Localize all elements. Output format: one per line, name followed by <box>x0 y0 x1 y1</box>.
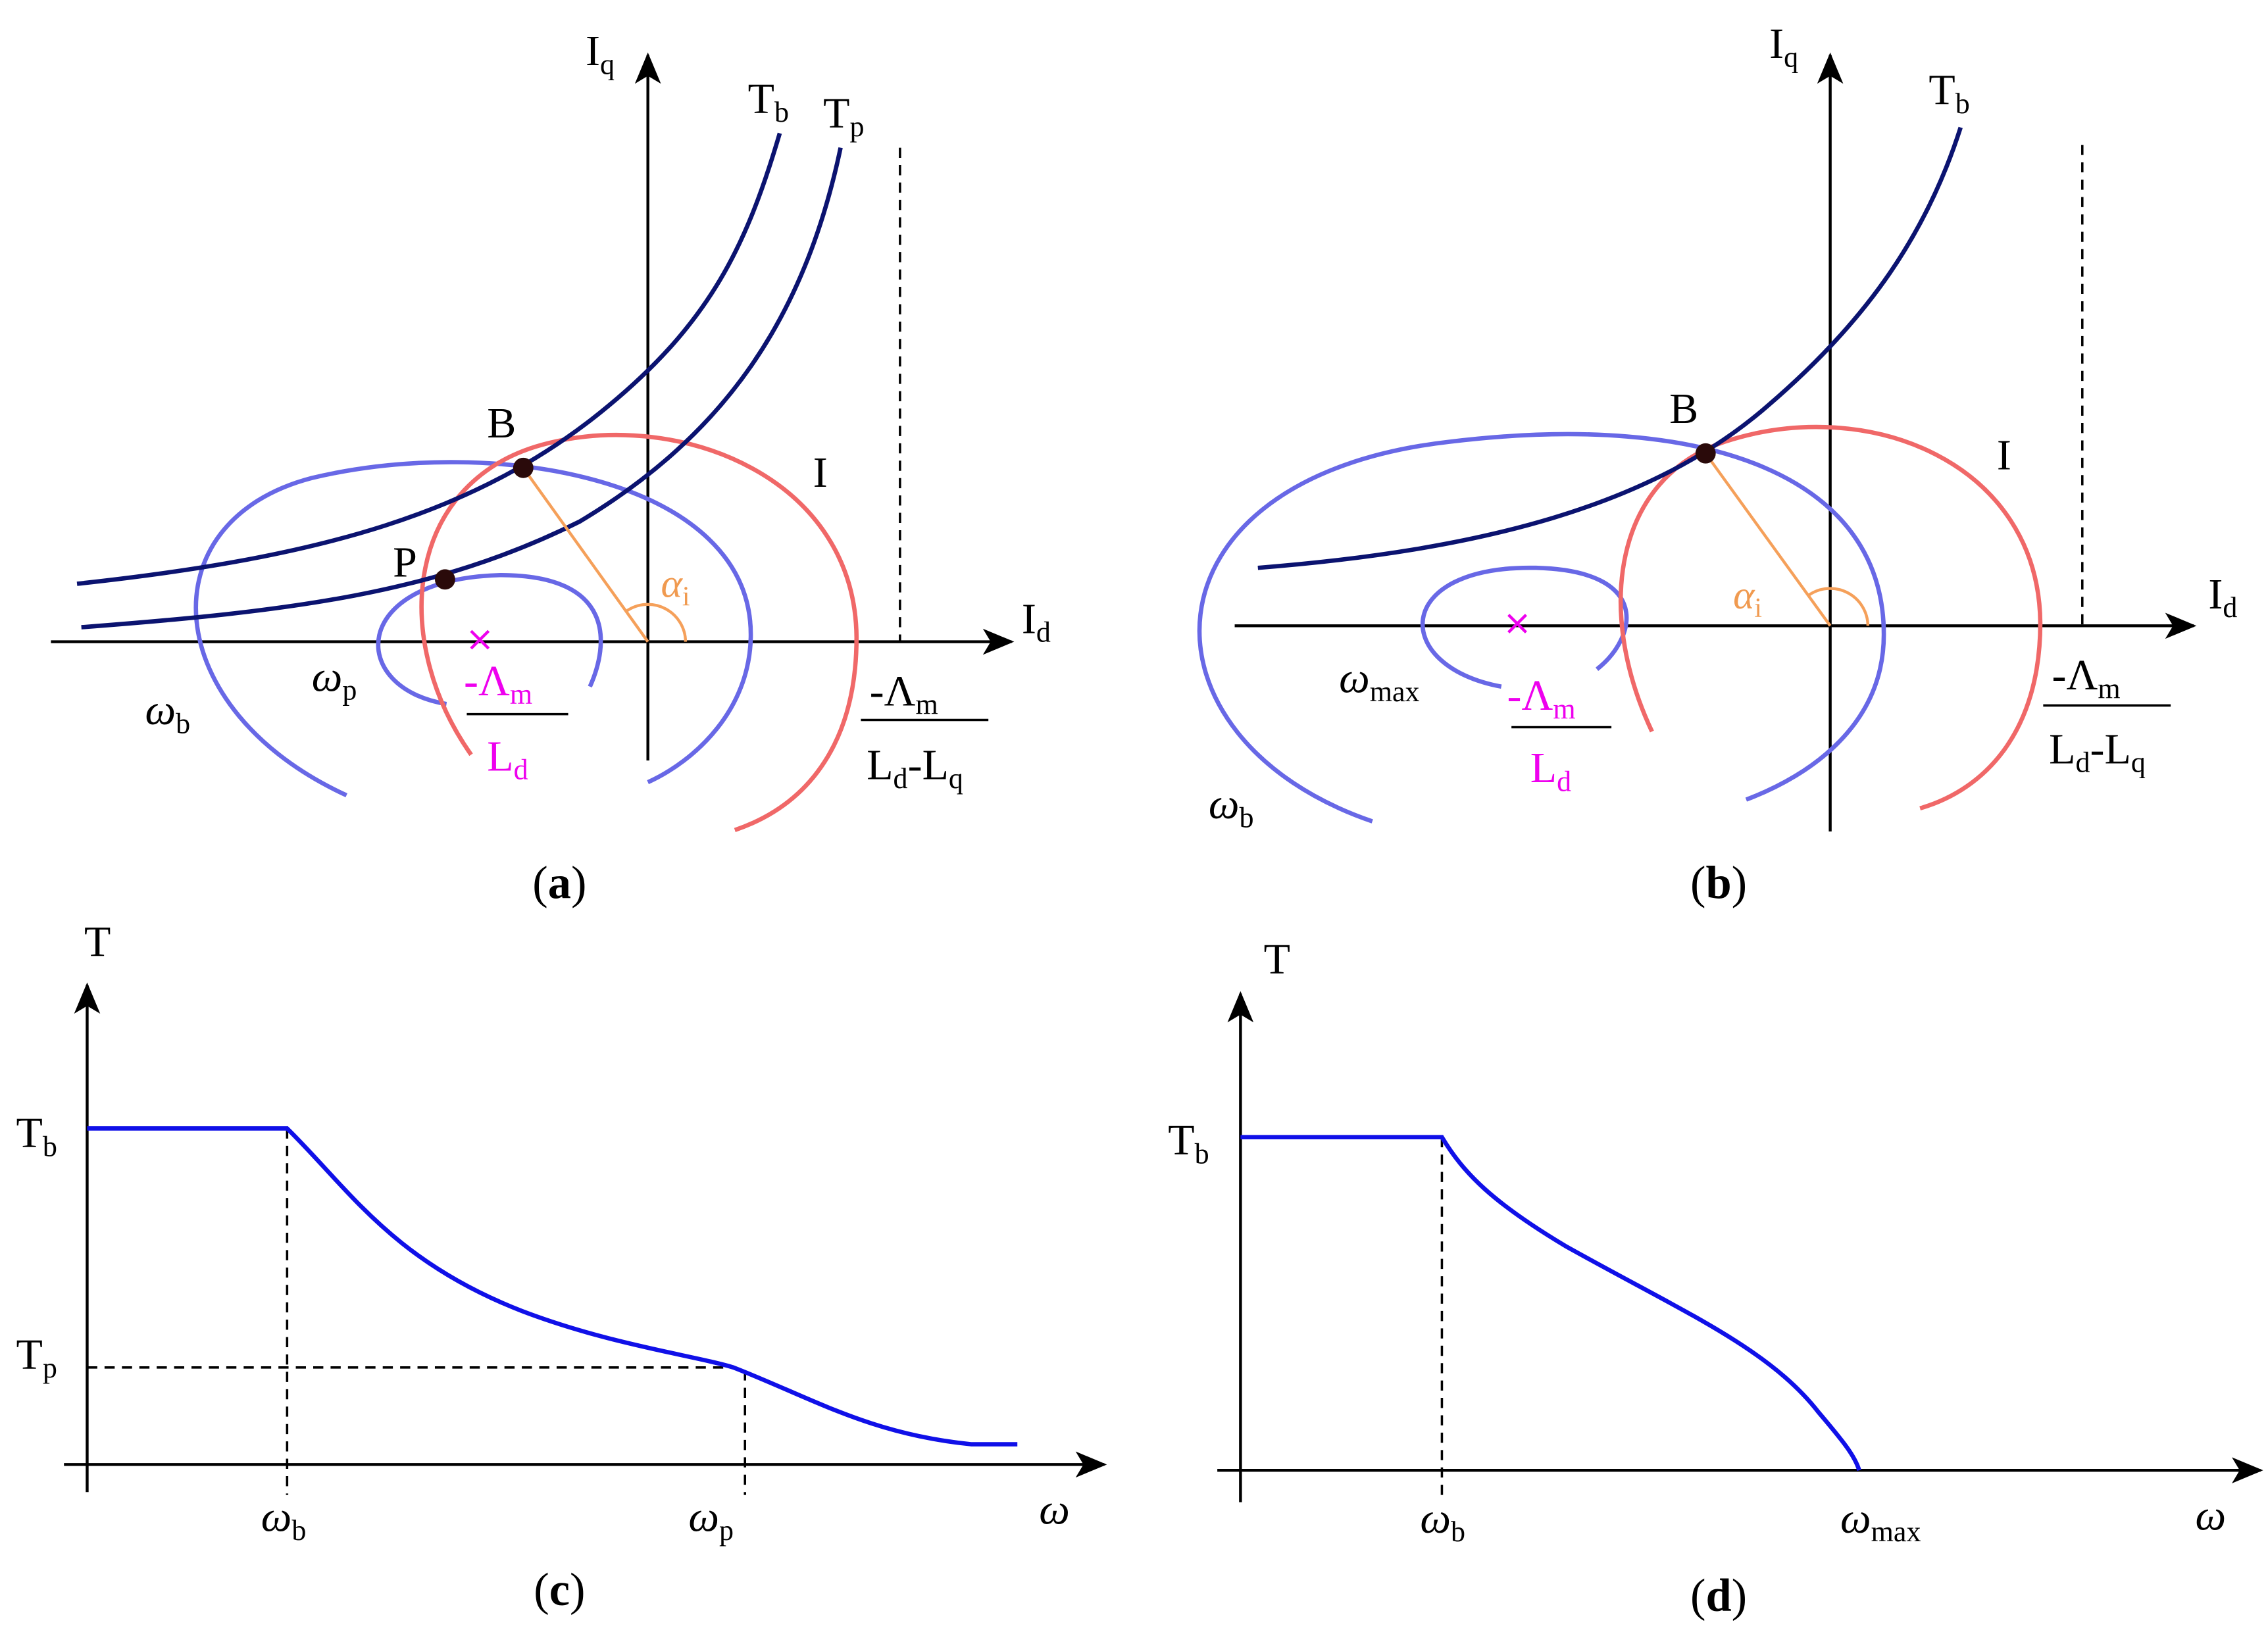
panel-b: × Id Iq Tb I B αi ωb ωmax -Λm Ld -Λm Ld-… <box>1197 20 2237 908</box>
point-b-dot <box>513 457 534 478</box>
panel-c: T ω Tb Tp ωb ωp (c) <box>16 918 1107 1616</box>
center-denominator: Ld <box>487 733 528 786</box>
current-vector <box>1704 452 1832 627</box>
omega-axis-label: ω <box>1039 1486 1070 1534</box>
wb-tick-label: ωb <box>261 1493 307 1547</box>
point-b-dot <box>1695 443 1716 464</box>
caption-d: (d) <box>1690 1570 1747 1622</box>
caption-b: (b) <box>1690 857 1747 908</box>
asymptote-numerator: -Λm <box>870 667 938 720</box>
angle-arc <box>625 603 688 642</box>
torque-curve-tb <box>76 132 782 586</box>
speed-ellipse-omega-max <box>1420 565 1629 689</box>
caption-a: (a) <box>532 857 586 908</box>
wmax-tick-label: ωmax <box>1840 1495 1921 1548</box>
center-cross-icon: × <box>1503 603 1532 643</box>
id-axis-label: Id <box>2208 570 2237 624</box>
center-denominator: Ld <box>1530 744 1571 797</box>
omega-b-label: ωb <box>145 686 191 739</box>
omega-b-label: ωb <box>1209 780 1254 833</box>
asymptote-denominator: Ld-Lq <box>867 741 963 795</box>
torque-axis-label: T <box>84 918 111 966</box>
current-circle-label: I <box>813 449 828 497</box>
point-b-label: B <box>1669 385 1698 433</box>
torque-axis-label: T <box>1264 935 1290 983</box>
tp-curve-label: Tp <box>823 89 864 143</box>
speed-ellipse-omega-b <box>1197 432 1886 824</box>
asymptote-denominator: Ld-Lq <box>2049 726 2146 779</box>
speed-ellipse-omega-p <box>376 572 603 706</box>
tp-tick-label: Tp <box>16 1331 57 1384</box>
point-p-label: P <box>393 538 417 586</box>
center-cross-icon: × <box>465 619 494 659</box>
center-numerator: -Λm <box>1507 672 1576 725</box>
omega-p-label: ωp <box>312 653 357 706</box>
torque-speed-curve <box>87 1126 1018 1447</box>
speed-ellipse-omega-b <box>193 460 753 797</box>
tb-tick-label: Tb <box>16 1109 57 1162</box>
current-circle <box>1618 424 2043 810</box>
caption-c: (c) <box>534 1564 585 1616</box>
wb-tick-label: ωb <box>1420 1495 1465 1548</box>
torque-speed-curve <box>1240 1135 1861 1472</box>
point-b-label: B <box>487 399 516 447</box>
asymptote-numerator: -Λm <box>2052 651 2121 705</box>
panel-d: T ω Tb ωb ωmax (d) <box>1168 935 2263 1622</box>
tb-curve-label: Tb <box>748 75 789 128</box>
angle-label: αi <box>1733 573 1762 624</box>
panel-a: × Id Iq Tb Tp I B P αi ωb ωp -Λm Ld -Λm … <box>51 27 1051 908</box>
torque-curve-tb <box>1257 126 1963 570</box>
torque-curve-tp <box>81 147 843 630</box>
wp-tick-label: ωp <box>688 1493 734 1547</box>
tb-curve-label: Tb <box>1928 66 1969 120</box>
tb-tick-label: Tb <box>1168 1116 1209 1170</box>
angle-label: αi <box>661 561 690 612</box>
iq-axis-label: Iq <box>1769 20 1798 73</box>
iq-axis-label: Iq <box>586 27 615 80</box>
point-p-dot <box>434 569 455 590</box>
id-axis-label: Id <box>1022 595 1051 648</box>
omega-axis-label: ω <box>2196 1491 2227 1539</box>
angle-arc <box>1807 587 1870 626</box>
current-circle-label: I <box>1997 431 2011 479</box>
current-vector <box>522 467 649 643</box>
omega-max-label: ωmax <box>1339 655 1419 708</box>
center-numerator: -Λm <box>464 657 532 710</box>
